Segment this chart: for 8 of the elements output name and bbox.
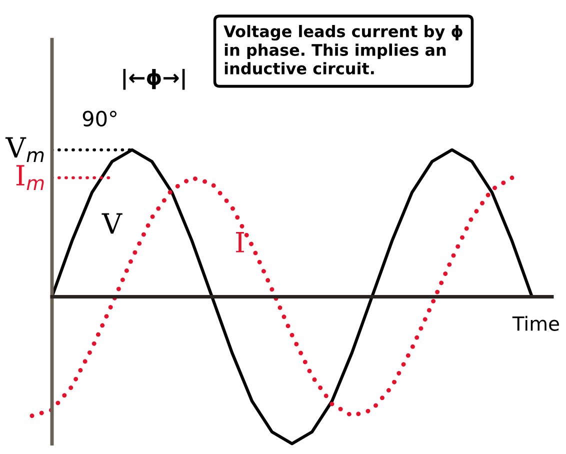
- series-label: I: [236, 232, 244, 252]
- text: |←ϕ→|: [123, 68, 185, 90]
- series-label: V: [102, 213, 122, 234]
- text: 90°: [82, 110, 116, 127]
- text: Voltage leads current by ϕ in phase. This implies an inductive circuit.: [224, 24, 462, 74]
- ref-line-label: V$_{m}$: [5, 137, 44, 162]
- x-axis-title: Time: [512, 316, 559, 331]
- ref-line-label: I$_{m}$: [16, 165, 44, 190]
